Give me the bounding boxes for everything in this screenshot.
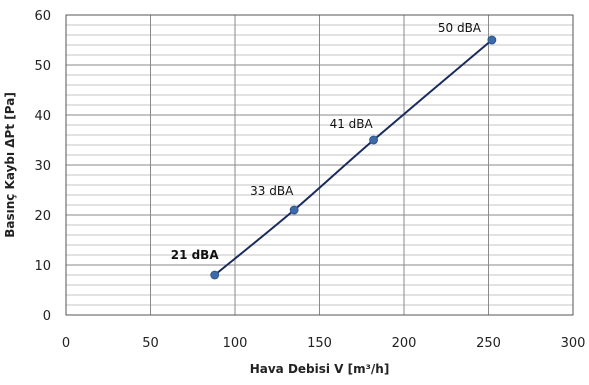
- x-axis-title: Hava Debisi V [m³/h]: [250, 362, 390, 376]
- grid: [65, 14, 574, 316]
- data-label: 41 dBA: [330, 117, 374, 131]
- data-point: [210, 270, 220, 280]
- data-label: 33 dBA: [250, 184, 294, 198]
- y-tick-labels: 0 10 20 30 40 50 60: [34, 9, 51, 324]
- y-axis-title: Basınç Kaybı ΔPt [Pa]: [3, 92, 17, 238]
- series-line: [214, 39, 493, 276]
- data-point: [487, 35, 497, 45]
- y-tick-label: 20: [34, 209, 51, 224]
- x-tick-label: 50: [142, 336, 159, 351]
- x-tick-label: 100: [223, 336, 248, 351]
- y-tick-label: 0: [43, 309, 51, 324]
- data-labels: 21 dBA 33 dBA 41 dBA 50 dBA: [171, 21, 482, 262]
- x-tick-labels: 0 50 100 150 200 250 300: [62, 336, 586, 351]
- y-tick-label: 10: [34, 259, 51, 274]
- x-tick-label: 150: [307, 336, 332, 351]
- y-tick-label: 60: [34, 9, 51, 24]
- data-label: 21 dBA: [171, 248, 220, 262]
- data-label: 50 dBA: [438, 21, 482, 35]
- data-point: [369, 135, 378, 145]
- x-tick-label: 200: [392, 336, 417, 351]
- y-tick-label: 30: [34, 159, 51, 174]
- x-tick-label: 250: [476, 336, 501, 351]
- data-points: [210, 35, 497, 280]
- data-point: [289, 205, 299, 215]
- y-tick-label: 50: [34, 59, 51, 74]
- plot-frame: [65, 14, 574, 316]
- y-tick-label: 40: [34, 109, 51, 124]
- x-tick-label: 0: [62, 336, 70, 351]
- x-tick-label: 300: [561, 336, 586, 351]
